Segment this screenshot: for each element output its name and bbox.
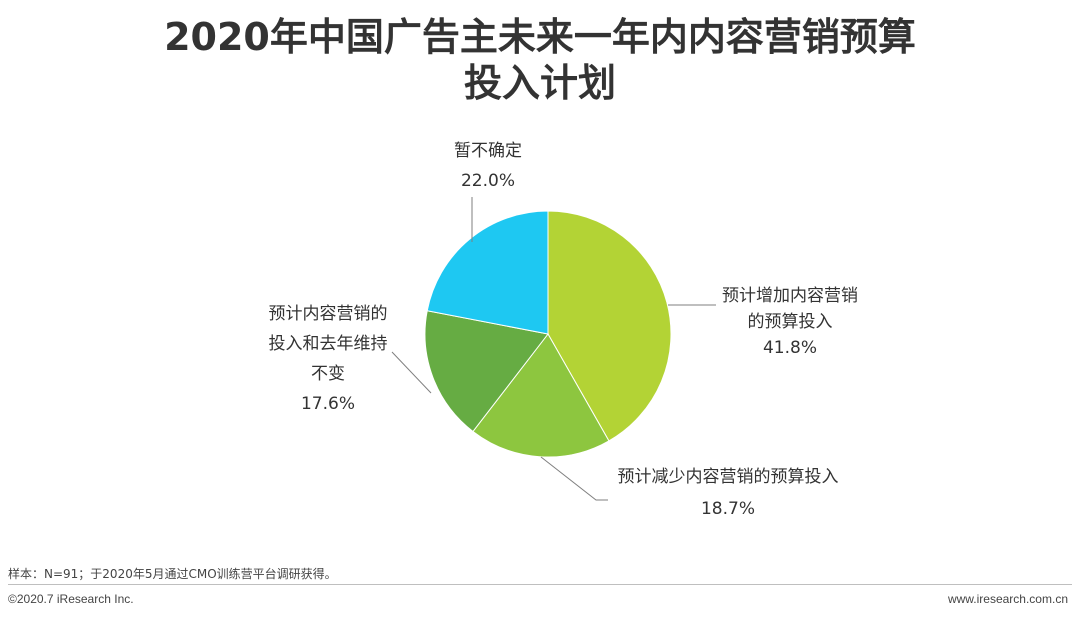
slice-value-1: 41.8%	[763, 338, 817, 358]
chart-title: 2020年中国广告主未来一年内内容营销预算 投入计划	[0, 14, 1080, 106]
footer-divider	[8, 584, 1072, 585]
slice-label-2-line-1: 预计减少内容营销的预算投入	[618, 467, 839, 487]
slice-label-4-line-1: 暂不确定	[454, 141, 522, 161]
pie-slice-1	[547, 210, 672, 442]
slice-value-3: 17.6%	[301, 394, 355, 414]
slice-label-3-line-2: 投入和去年维持	[269, 334, 388, 354]
website-link[interactable]: www.iresearch.com.cn	[947, 592, 1068, 606]
slice-label-3-line-1: 预计内容营销的	[269, 304, 388, 324]
title-line-2: 投入计划	[463, 61, 616, 105]
sample-note: 样本：N=91；于2020年5月通过CMO训练营平台调研获得。	[8, 567, 337, 581]
pie-slice-4	[426, 210, 549, 335]
slice-label-3-line-3: 不变	[311, 364, 345, 384]
pie-slice-2	[472, 333, 610, 458]
copyright-text: ©2020.7 iResearch Inc.	[8, 592, 134, 606]
leader-lines	[391, 197, 716, 501]
leader-line-3	[391, 351, 432, 394]
pie-slices	[424, 210, 672, 458]
slice-label-1-line-1: 预计增加内容营销	[722, 286, 858, 306]
slice-value-2: 18.7%	[701, 499, 755, 519]
pie-slice-3	[424, 310, 549, 433]
slice-value-4: 22.0%	[461, 171, 515, 191]
slice-label-1-line-2: 的预算投入	[748, 312, 833, 332]
leader-line-2	[540, 456, 608, 501]
title-line-1: 2020年中国广告主未来一年内内容营销预算	[164, 15, 916, 59]
